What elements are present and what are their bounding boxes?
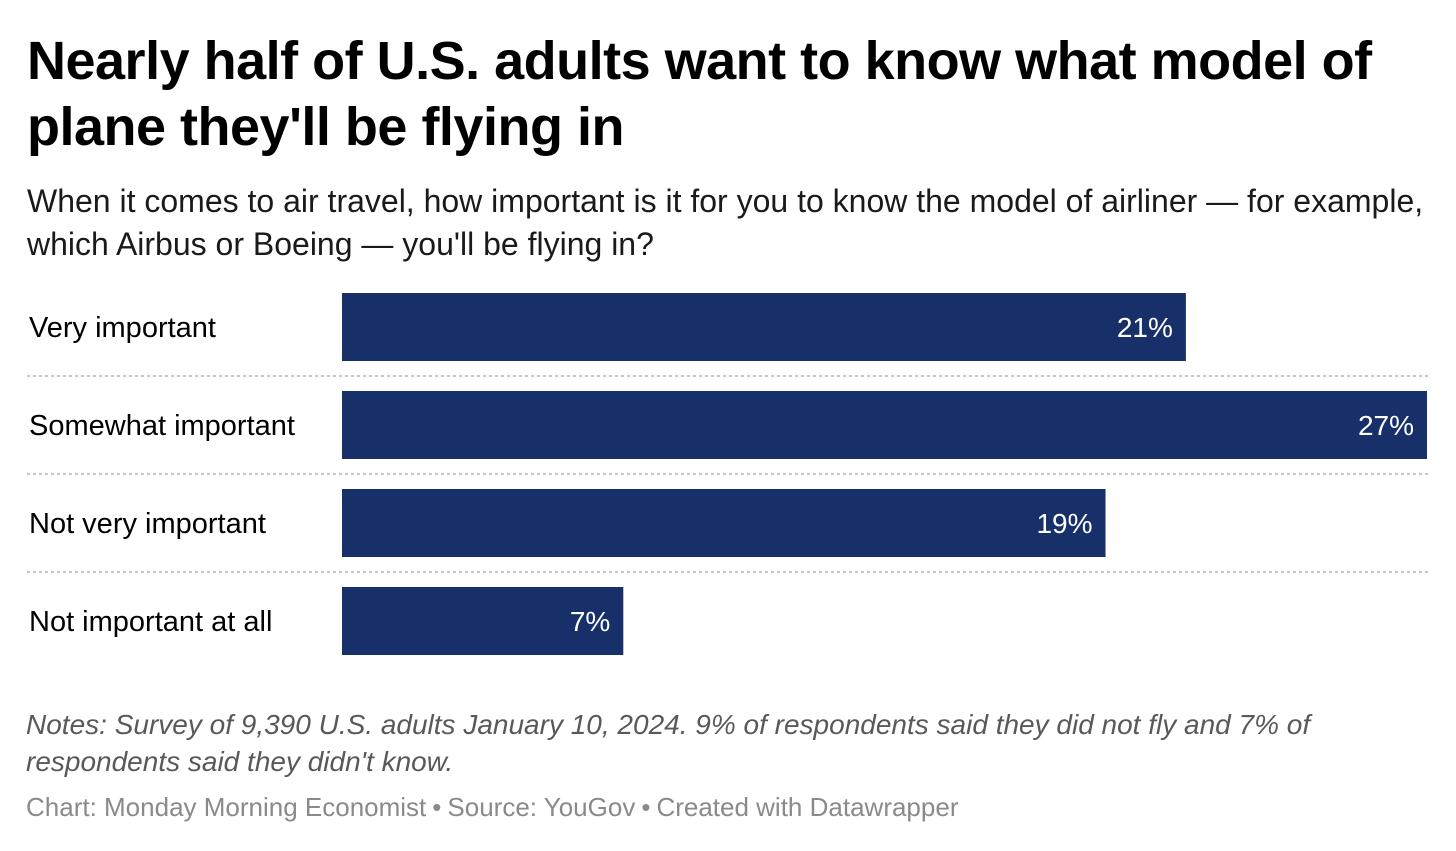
category-label: Not important at all — [29, 606, 272, 638]
chart-title: Nearly half of U.S. adults want to know … — [27, 31, 1372, 157]
category-label: Not very important — [29, 508, 266, 540]
created-with-credit: Created with Datawrapper — [656, 792, 959, 822]
chart-subtitle: When it comes to air travel, how importa… — [27, 183, 1424, 262]
bar — [342, 293, 1186, 361]
category-label: Somewhat important — [29, 410, 295, 442]
data-label: 27% — [1358, 410, 1414, 441]
data-label: 7% — [570, 606, 610, 637]
data-label: 19% — [1036, 508, 1092, 539]
category-label: Very important — [29, 312, 216, 344]
bar — [342, 391, 1427, 459]
chart-credit: Chart: Monday Morning Economist — [26, 792, 427, 822]
source-credit: Source: YouGov — [447, 792, 636, 822]
chart-footer: Chart: Monday Morning Economist • Source: … — [26, 790, 1426, 824]
footer-separator: • — [432, 792, 442, 822]
chart-notes: Notes: Survey of 9,390 U.S. adults Janua… — [26, 709, 1311, 777]
bar — [342, 587, 624, 655]
data-label: 21% — [1117, 312, 1173, 343]
footer-separator: • — [641, 792, 651, 822]
bar — [342, 489, 1106, 557]
